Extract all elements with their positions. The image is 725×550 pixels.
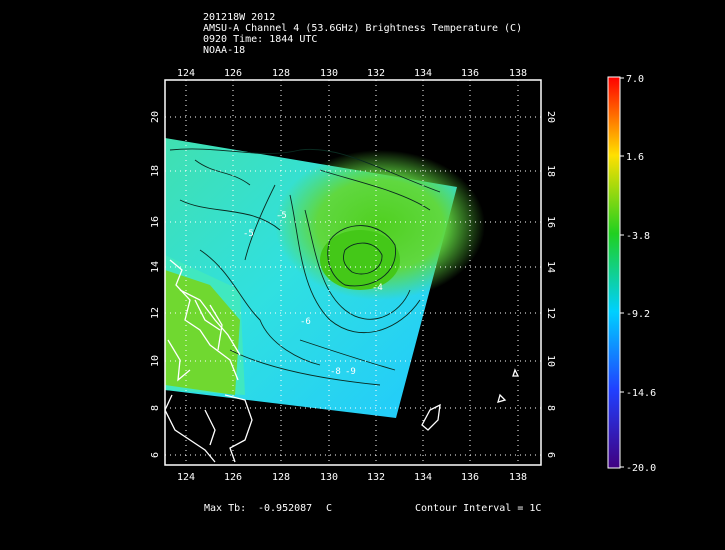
lat-tick-label: 14 <box>545 261 556 273</box>
colorbar: 7.0 1.6 -3.8 -9.2 -14.6 -20.0 <box>607 74 656 474</box>
colorbar-label: -9.2 <box>626 309 650 320</box>
lat-tick-label: 8 <box>545 405 556 411</box>
header-line-storm: 201218W 2012 <box>203 12 276 23</box>
plot-header: 201218W 2012 AMSU-A Channel 4 (53.6GHz) B… <box>203 12 522 56</box>
lon-tick-label: 132 <box>367 472 385 483</box>
lat-tick-label: 6 <box>150 452 161 458</box>
lon-tick-label: 126 <box>224 68 242 79</box>
header-line-satellite: NOAA-18 <box>203 45 246 56</box>
lat-tick-label: 10 <box>150 355 161 367</box>
lon-tick-label: 124 <box>177 472 195 483</box>
contour-label: -8 <box>330 367 341 377</box>
lat-tick-label: 18 <box>545 165 556 177</box>
brightness-temperature-swath: -5 -5 -6 -4 -8 -9 <box>165 138 520 463</box>
lon-tick-label: 138 <box>509 68 527 79</box>
coastline <box>165 259 520 463</box>
lat-tick-label: 16 <box>545 216 556 228</box>
contour-interval: Contour Interval = 1C <box>415 503 542 514</box>
colorbar-ticks <box>620 77 624 468</box>
colorbar-label: -14.6 <box>626 388 656 399</box>
header-line-time: 0920 Time: 1844 UTC <box>203 34 318 45</box>
lon-tick-label: 126 <box>224 472 242 483</box>
lat-tick-label: 18 <box>150 165 161 177</box>
lat-labels-left: 20 18 16 14 12 10 8 6 <box>150 111 161 458</box>
lon-tick-label: 128 <box>272 68 290 79</box>
contour-label: -9 <box>345 367 356 377</box>
lat-tick-label: 20 <box>150 111 161 123</box>
contour-lines <box>169 148 441 386</box>
lat-tick-label: 12 <box>545 307 556 319</box>
colorbar-scale <box>607 76 621 469</box>
lon-tick-label: 130 <box>320 472 338 483</box>
lon-labels-bottom: 124 126 128 130 132 134 136 138 <box>177 472 527 483</box>
lat-tick-label: 14 <box>150 261 161 273</box>
max-tb-unit: C <box>326 503 333 514</box>
graticule <box>165 80 541 465</box>
lon-tick-label: 124 <box>177 68 195 79</box>
contour-label: -5 <box>243 229 254 239</box>
lon-tick-label: 136 <box>461 68 479 79</box>
lon-tick-label: 132 <box>367 68 385 79</box>
lon-tick-label: 138 <box>509 472 527 483</box>
lon-tick-label: 134 <box>414 472 432 483</box>
lat-labels-right: 20 18 16 14 12 10 8 6 <box>545 111 556 458</box>
lat-tick-label: 20 <box>545 111 556 123</box>
lat-tick-label: 10 <box>545 355 556 367</box>
lat-tick-label: 8 <box>150 405 161 411</box>
max-tb-label: Max Tb: <box>204 503 247 514</box>
lat-tick-label: 16 <box>150 216 161 228</box>
contour-label: -4 <box>372 283 383 293</box>
colorbar-labels: 7.0 1.6 -3.8 -9.2 -14.6 -20.0 <box>626 74 656 474</box>
max-tb-value: -0.952087 <box>258 503 313 514</box>
lon-tick-label: 130 <box>320 68 338 79</box>
lon-tick-label: 134 <box>414 68 432 79</box>
lon-tick-label: 136 <box>461 472 479 483</box>
lon-labels-top: 124 126 128 130 132 134 136 138 <box>177 68 527 79</box>
colorbar-label: 1.6 <box>626 152 644 163</box>
lon-tick-label: 128 <box>272 472 290 483</box>
header-line-product: AMSU-A Channel 4 (53.6GHz) Brightness Te… <box>203 23 523 34</box>
map-frame <box>164 79 542 466</box>
lat-tick-label: 6 <box>545 452 556 458</box>
lat-tick-label: 12 <box>150 307 161 319</box>
contour-label: -6 <box>300 317 311 327</box>
colorbar-label: -20.0 <box>626 463 656 474</box>
colorbar-label: 7.0 <box>626 74 644 85</box>
colorbar-label: -3.8 <box>626 231 650 242</box>
